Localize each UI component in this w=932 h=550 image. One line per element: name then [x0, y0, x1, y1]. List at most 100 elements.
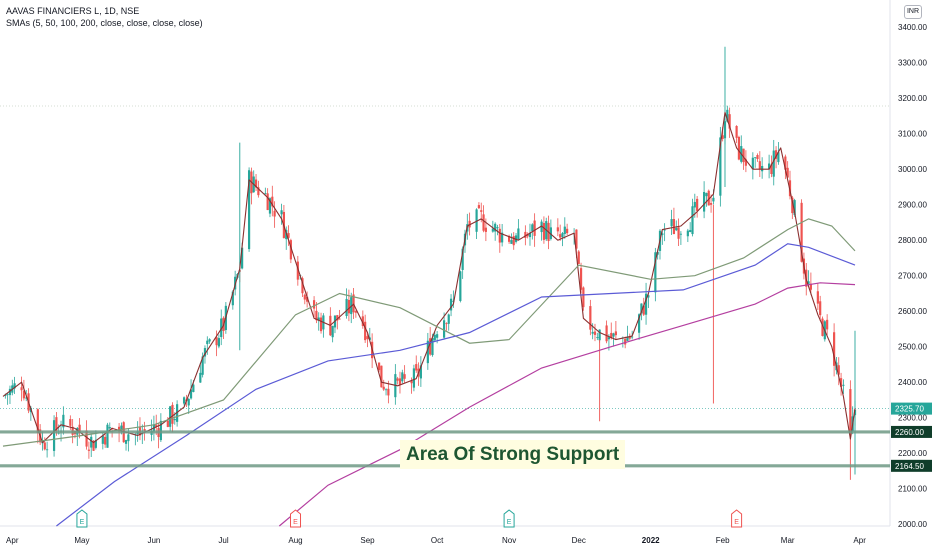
earnings-icon — [503, 509, 515, 528]
price-axis-label-bg — [891, 402, 932, 415]
candle-body — [786, 167, 789, 178]
candle-body — [561, 233, 564, 238]
sma-100-line — [56, 243, 856, 527]
candle-body — [87, 449, 90, 451]
candle-body — [761, 166, 764, 172]
candle-body — [447, 314, 450, 324]
sma-5-line — [2, 111, 856, 444]
candle-body — [624, 338, 627, 345]
y-tick-label: 2100.00 — [898, 485, 927, 494]
y-tick-label: 2800.00 — [898, 236, 927, 245]
candle-body — [707, 190, 710, 206]
candle-body — [686, 230, 689, 237]
earnings-marker[interactable]: E — [290, 509, 302, 528]
candle-body — [247, 170, 251, 250]
candle-body — [696, 198, 699, 211]
y-tick-label: 3000.00 — [898, 165, 927, 174]
candle-body — [559, 234, 562, 238]
candle-body — [25, 397, 28, 399]
x-tick-label: Jun — [147, 536, 160, 545]
candle-body — [62, 414, 65, 428]
y-tick-label: 2000.00 — [898, 520, 927, 529]
candle-body — [758, 161, 761, 169]
candle-body — [582, 287, 585, 308]
candle-body — [691, 206, 694, 235]
candle-body — [312, 300, 316, 309]
candle-body — [36, 409, 39, 433]
candle-body — [301, 278, 304, 294]
candle-body — [187, 398, 190, 406]
candle-body — [628, 336, 631, 339]
earnings-marker[interactable]: E — [76, 509, 88, 528]
candle-body — [591, 331, 594, 334]
candle-body — [839, 378, 843, 387]
earnings-icon — [731, 509, 743, 528]
y-tick-label: 2200.00 — [898, 449, 927, 458]
candle-body — [480, 210, 483, 212]
candle-body — [85, 430, 88, 447]
candle-body — [345, 298, 348, 317]
earnings-marker[interactable]: E — [731, 509, 743, 528]
candle-body — [20, 387, 23, 391]
candle-body — [491, 228, 494, 232]
candle-body — [677, 227, 680, 239]
candle-body — [670, 219, 673, 227]
candle-body — [166, 420, 169, 427]
candle-body — [319, 317, 323, 332]
candle-body — [744, 159, 747, 166]
candle-body — [280, 210, 283, 215]
candle-body — [514, 235, 518, 242]
indicator-legend[interactable]: SMAs (5, 50, 100, 200, close, close, clo… — [6, 18, 203, 28]
price-axis-label: 2325.70 — [891, 402, 932, 415]
candle-body — [596, 337, 599, 338]
candle-body — [208, 339, 211, 342]
earnings-letter: E — [293, 519, 298, 526]
candle-body — [526, 234, 529, 237]
candle-body — [78, 424, 81, 434]
candle-body — [774, 150, 778, 159]
candle-body — [315, 310, 318, 321]
candle-body — [556, 227, 559, 232]
candle-body — [549, 227, 552, 239]
price-axis-label-text: 2325.70 — [895, 405, 924, 414]
price-axis-label-bg — [891, 459, 932, 472]
candle-body — [366, 336, 369, 339]
candle-body — [13, 383, 16, 389]
candle-body — [431, 338, 434, 356]
candle-body — [842, 384, 845, 386]
candle-body — [215, 337, 218, 346]
candle-body — [661, 233, 664, 236]
candle-body — [387, 388, 390, 396]
candle-body — [728, 114, 731, 129]
y-tick-label: 2900.00 — [898, 201, 927, 210]
candle-body — [382, 386, 385, 390]
price-axis-label: 2164.50 — [891, 459, 932, 472]
candle-body — [751, 157, 754, 170]
earnings-letter: E — [507, 519, 512, 526]
x-tick-label: Sep — [360, 536, 375, 545]
candle-body — [784, 156, 787, 170]
candle-body — [663, 229, 666, 231]
y-tick-label: 2600.00 — [898, 307, 927, 316]
candle-body — [642, 305, 645, 315]
candle-body — [143, 429, 146, 432]
candle-body — [475, 209, 478, 232]
candle-body — [415, 364, 418, 371]
candle-body — [192, 384, 195, 392]
candle-body — [705, 192, 708, 197]
y-tick-label: 3100.00 — [898, 130, 927, 139]
earnings-letter: E — [734, 519, 739, 526]
candle-body — [338, 318, 341, 320]
candle-body — [352, 294, 355, 313]
price-axis-label-bg — [891, 425, 932, 438]
candle-body — [819, 301, 822, 316]
candle-body — [721, 135, 724, 139]
earnings-marker[interactable]: E — [503, 509, 515, 528]
candle-body — [654, 252, 657, 293]
candle-body — [501, 232, 504, 243]
currency-badge[interactable]: INR — [904, 5, 922, 19]
candle-body — [575, 229, 578, 249]
x-tick-label: Mar — [781, 536, 795, 545]
candle-body — [429, 338, 432, 355]
x-tick-label: Aug — [288, 536, 302, 545]
